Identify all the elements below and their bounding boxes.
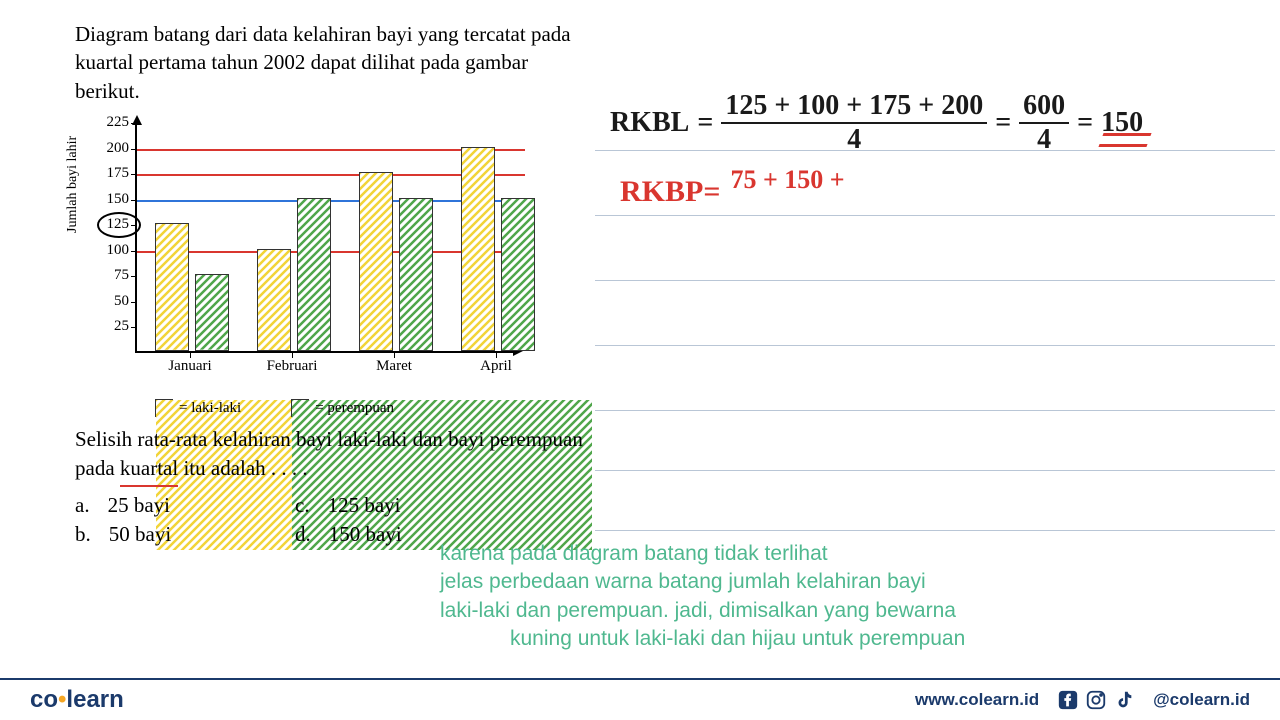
legend-swatch-laki <box>155 399 173 417</box>
bar-perempuan <box>399 198 433 351</box>
underlined-word: kuartal <box>120 454 178 486</box>
legend-swatch-perempuan <box>291 399 309 417</box>
y-tick: 25 <box>99 318 129 335</box>
y-tick: 50 <box>99 293 129 310</box>
bar-chart: Jumlah bayi lahir 2550751001251501752002… <box>75 113 535 393</box>
plot-area <box>135 123 515 353</box>
ruled-line <box>595 530 1275 531</box>
bar-perempuan <box>501 198 535 351</box>
option-d: 150 bayi <box>329 522 402 547</box>
y-tick: 225 <box>99 114 129 131</box>
ruled-line <box>595 215 1275 216</box>
legend-label-laki: = laki-laki <box>179 400 241 417</box>
y-tick: 150 <box>99 191 129 208</box>
y-tick: 75 <box>99 267 129 284</box>
option-b: 50 bayi <box>109 522 171 547</box>
y-tick: 175 <box>99 165 129 182</box>
axis-arrow-up-icon <box>132 115 142 125</box>
x-category: Januari <box>153 358 227 375</box>
y-tick: 100 <box>99 242 129 259</box>
footer-handle: @colearn.id <box>1153 690 1250 710</box>
green-annotation: karena pada diagram batang tidak terliha… <box>440 540 1240 653</box>
option-c: 125 bayi <box>328 493 401 518</box>
brand-logo: co•learn <box>30 686 124 714</box>
option-a: 25 bayi <box>108 493 170 518</box>
handwritten-rkbp: RKBP= 75 + 150 + <box>620 175 845 209</box>
ruled-line <box>595 280 1275 281</box>
bar-perempuan <box>297 198 331 351</box>
x-category: Februari <box>255 358 329 375</box>
ruled-line <box>595 345 1275 346</box>
x-category: Maret <box>357 358 431 375</box>
footer-url: www.colearn.id <box>915 690 1039 710</box>
chart-legend: = laki-laki = perempuan <box>75 399 585 417</box>
x-category: April <box>459 358 533 375</box>
bar-laki-laki <box>359 172 393 351</box>
footer: co•learn www.colearn.id @colearn.id <box>0 678 1280 720</box>
question-intro: Diagram batang dari data kelahiran bayi … <box>75 20 585 105</box>
result-150: 150 <box>1101 107 1143 139</box>
bar-perempuan <box>195 274 229 351</box>
ruled-line <box>595 470 1275 471</box>
tiktok-icon <box>1113 689 1135 711</box>
y-tick: 200 <box>99 140 129 157</box>
bar-laki-laki <box>257 249 291 351</box>
instagram-icon <box>1085 689 1107 711</box>
facebook-icon <box>1057 689 1079 711</box>
handwritten-rkbl: RKBL = 125 + 100 + 175 + 200 4 = 600 4 =… <box>610 92 1143 154</box>
social-icons <box>1057 689 1135 711</box>
bar-laki-laki <box>155 223 189 351</box>
legend-label-perempuan: = perempuan <box>315 400 394 417</box>
ruled-line <box>595 410 1275 411</box>
y-axis-label: Jumlah bayi lahir <box>65 136 81 233</box>
bar-laki-laki <box>461 147 495 351</box>
